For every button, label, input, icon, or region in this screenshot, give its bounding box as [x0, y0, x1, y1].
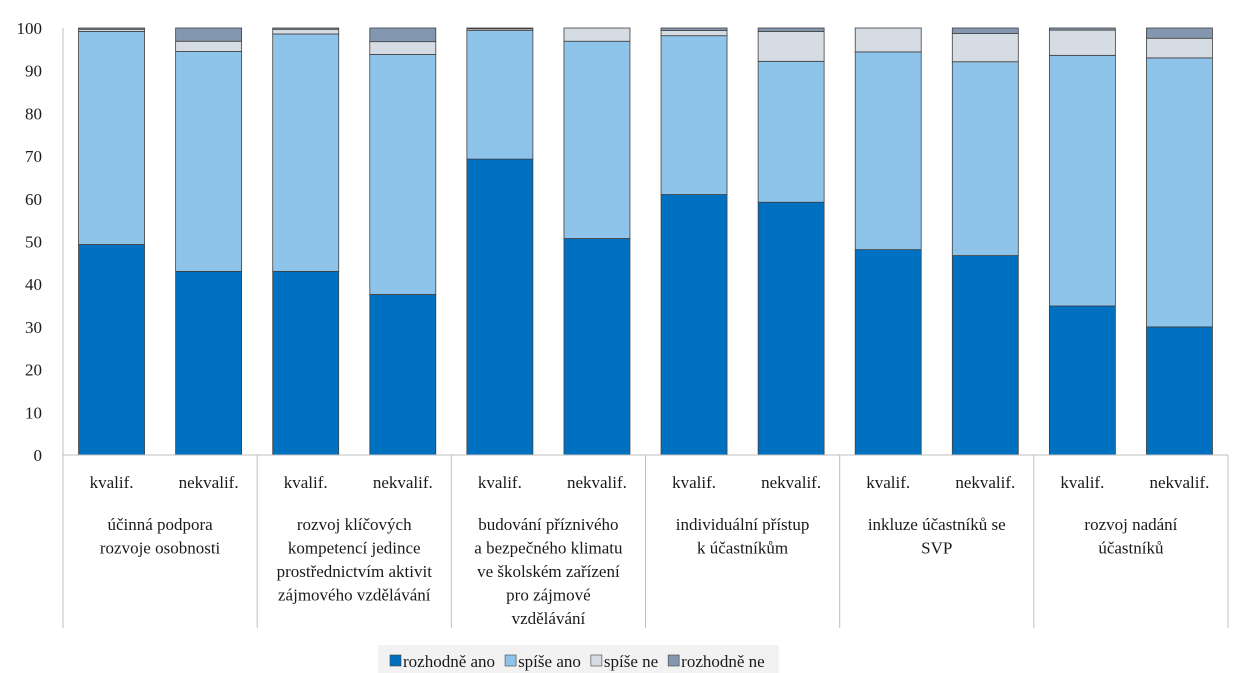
subcategory-label: kvalif.: [1060, 473, 1104, 492]
bar-segment-rozhodně-ne: [951, 27, 1019, 34]
bar-segment-rozhodně-ano: [951, 255, 1019, 456]
bar-segment-spíše-ne: [854, 27, 922, 53]
legend-swatch: [504, 654, 517, 667]
subcategory-label: nekvalif.: [761, 473, 821, 492]
bar-segment-spíše-ano: [466, 30, 534, 160]
bar-segment-rozhodně-ne: [1146, 27, 1213, 39]
y-tick-label: 0: [34, 446, 43, 465]
group-label-line: rozvoj klíčových: [297, 515, 412, 534]
subcategory-label: kvalif.: [90, 473, 134, 492]
bar-segment-spíše-ne: [563, 27, 631, 42]
bar-segment-rozhodně-ano: [1146, 326, 1213, 456]
y-tick-label: 100: [17, 19, 43, 38]
subcategory-label: kvalif.: [284, 473, 328, 492]
legend-swatch: [667, 654, 680, 667]
group-label-line: rozvoje osobnosti: [100, 539, 221, 558]
y-tick-label: 40: [25, 275, 42, 294]
group-label-line: účastníků: [1098, 539, 1164, 558]
bar-segment-spíše-ne: [272, 28, 340, 35]
subcategory-label: nekvalif.: [955, 473, 1015, 492]
y-tick-label: 80: [25, 104, 42, 123]
legend-label: rozhodně ano: [403, 652, 495, 671]
group-label-line: prostřednictvím aktivit: [277, 562, 433, 581]
bar-segment-rozhodně-ne: [78, 27, 145, 30]
group-label-line: zájmového vzdělávání: [278, 586, 431, 605]
x-axis-labels: kvalif. nekvalif. účinná podpora rozvoje os…: [90, 473, 1210, 628]
bar-segment-rozhodně-ne: [1048, 27, 1116, 31]
subcategory-label: kvalif.: [866, 473, 910, 492]
y-axis-ticks: 0 10 20 30 40 50 60 70 80 90 100: [17, 19, 43, 465]
bar-segment-spíše-ano: [272, 33, 340, 272]
legend-swatch: [389, 654, 402, 667]
bar-segment-rozhodně-ano: [369, 294, 437, 456]
bar-segment-rozhodně-ano: [854, 249, 922, 456]
bar-segment-spíše-ano: [660, 35, 728, 195]
bar-segment-rozhodně-ano: [78, 244, 145, 456]
subcategory-label: nekvalif.: [179, 473, 239, 492]
bar-segment-rozhodně-ano: [1048, 305, 1116, 456]
group-label-line: individuální přístup: [676, 515, 810, 534]
bar-segment-spíše-ano: [1146, 57, 1213, 328]
group-label-line: rozvoj nadání: [1084, 515, 1177, 534]
group-label-line: budování příznivého: [478, 515, 618, 534]
legend-label: spíše ano: [518, 652, 581, 671]
y-tick-label: 60: [25, 190, 42, 209]
legend-swatch: [590, 654, 603, 667]
y-tick-label: 50: [25, 233, 42, 252]
bar-segment-rozhodně-ano: [272, 270, 340, 456]
bar-segment-rozhodně-ne: [660, 27, 728, 31]
group-label-line: účinná podpora: [107, 515, 213, 534]
subcategory-label: kvalif.: [478, 473, 522, 492]
group-label-line: SVP: [921, 539, 952, 558]
bar-segment-rozhodně-ano: [757, 201, 825, 456]
y-tick-label: 20: [25, 361, 42, 380]
bar-segment-spíše-ano: [951, 61, 1019, 256]
bar-segment-rozhodně-ano: [660, 194, 728, 456]
axes-layer: [62, 28, 1229, 628]
group-label-line: a bezpečného klimatu: [474, 539, 623, 558]
bar-segment-rozhodně-ne: [369, 27, 437, 43]
y-tick-label: 10: [25, 403, 42, 422]
legend-label: rozhodně ne: [681, 652, 765, 671]
legend: rozhodně ano spíše ano spíše ne rozhodně ne: [378, 645, 779, 673]
bars-layer: [78, 27, 1213, 456]
bar-segment-spíše-ano: [175, 51, 243, 272]
bar-segment-rozhodně-ne: [175, 27, 243, 42]
group-label-line: k účastníkům: [697, 539, 788, 558]
bar-segment-spíše-ne: [660, 30, 728, 37]
group-label-line: kompetencí jedince: [288, 539, 421, 558]
bar-segment-spíše-ano: [1048, 54, 1116, 307]
bar-segment-rozhodně-ne: [272, 27, 340, 30]
bar-segment-spíše-ne: [1146, 37, 1213, 59]
legend-background: [378, 645, 779, 673]
bar-segment-spíše-ano: [563, 40, 631, 239]
bar-segment-spíše-ne: [369, 41, 437, 55]
subcategory-label: nekvalif.: [373, 473, 433, 492]
legend-label: spíše ne: [604, 652, 658, 671]
bar-segment-spíše-ne: [1048, 29, 1116, 56]
bar-segment-spíše-ne: [175, 40, 243, 52]
bar-segment-spíše-ne: [757, 31, 825, 62]
group-label-line: vzdělávání: [512, 609, 586, 628]
group-label-line: ve školském zařízení: [477, 562, 620, 581]
subcategory-label: kvalif.: [672, 473, 716, 492]
bar-segment-spíše-ano: [757, 60, 825, 203]
bar-segment-spíše-ne: [951, 33, 1019, 63]
bar-segment-rozhodně-ne: [757, 27, 825, 32]
group-label-line: pro zájmové: [506, 586, 591, 605]
bar-segment-rozhodně-ano: [466, 158, 534, 456]
subcategory-label: nekvalif.: [567, 473, 627, 492]
bar-segment-rozhodně-ne: [466, 27, 534, 30]
bar-segment-rozhodně-ano: [175, 270, 243, 456]
bar-segment-spíše-ano: [369, 54, 437, 295]
bar-segment-rozhodně-ano: [563, 238, 631, 456]
y-tick-label: 30: [25, 318, 42, 337]
subcategory-label: nekvalif.: [1149, 473, 1209, 492]
y-tick-label: 70: [25, 147, 42, 166]
y-tick-label: 90: [25, 62, 42, 81]
bar-segment-spíše-ano: [854, 51, 922, 251]
group-label-line: inkluze účastníků se: [868, 515, 1006, 534]
bar-segment-spíše-ano: [78, 31, 145, 245]
